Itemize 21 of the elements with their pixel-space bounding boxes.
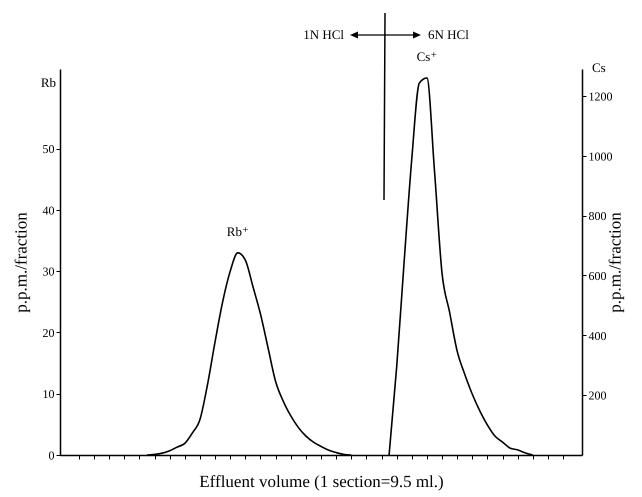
y2-tick-label: 600 xyxy=(588,268,606,283)
y2-tick-label: 1200 xyxy=(588,89,612,104)
y-tick-label: 40 xyxy=(42,203,54,218)
series-label: Rb⁺ xyxy=(226,224,249,239)
y2-tick-label: 400 xyxy=(588,328,606,343)
y-tick-label: 10 xyxy=(42,387,54,402)
y2-tick-label: 200 xyxy=(588,388,606,403)
y2-axis-title: p.p.m./fraction xyxy=(606,212,624,313)
y-tick-label: 20 xyxy=(42,326,54,340)
text: Rb xyxy=(40,75,56,90)
y2-tick-label: 1000 xyxy=(588,149,612,164)
text: Cs xyxy=(592,60,606,75)
text: 1N HCl xyxy=(303,27,344,42)
y-axis-title: p.p.m./fraction xyxy=(12,212,30,313)
y-tick-label: 0 xyxy=(48,448,54,462)
legend-label: Cs⁺ xyxy=(416,48,438,64)
x-axis-title: Effluent volume (1 section=9.5 ml.) xyxy=(199,472,444,491)
y-tick-label: 30 xyxy=(42,264,54,279)
y2-tick-label: 800 xyxy=(588,209,606,224)
text: 6N HCl xyxy=(428,27,470,42)
y-tick-label: 50 xyxy=(42,142,54,156)
